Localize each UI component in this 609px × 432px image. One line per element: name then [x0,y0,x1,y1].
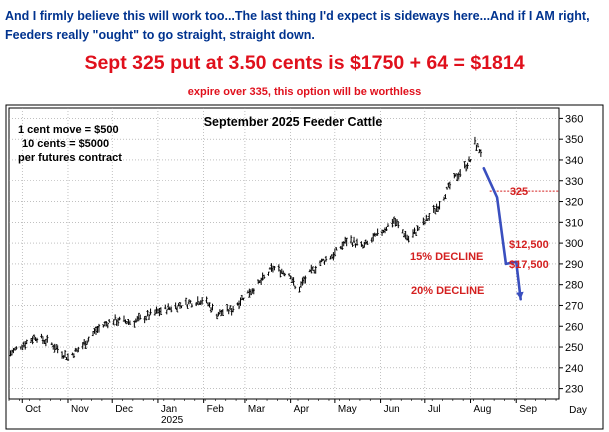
y-tick-label: 310 [565,217,583,229]
annotations [482,166,559,301]
x-tick-label: Feb [207,404,225,415]
y-tick-label: 340 [565,155,583,167]
chart-title: September 2025 Feeder Cattle [204,115,383,129]
y-tick-label: 280 [565,280,583,292]
x-tick-label: Jul [428,404,441,415]
projection-arrowhead [516,291,524,300]
axes: 230 240 250 260 270 280 290 300 310 320 330 340 350 3… [8,113,583,415]
decline-20-label: 20% DECLINE [411,285,484,297]
x-tick-label: Dec [115,404,133,415]
intro-text: And I firmly believe this will work too.… [5,9,590,42]
y-tick-label: 330 [565,176,583,188]
y-tick-label: 230 [565,384,583,396]
note-line-2: 10 cents = $5000 [22,138,109,150]
x-tick-label: Oct [25,404,41,415]
price-bars [9,136,483,362]
x-tick-label: Mar [248,404,266,415]
note-line-3: per futures contract [18,152,122,164]
x-tick-label: Jun [384,404,400,415]
y-tick-label: 240 [565,363,583,375]
option-headline: Sept 325 put at 3.50 cents is $1750 + 64… [84,52,525,74]
x-tick-label: Aug [474,404,492,415]
x-tick-label: Apr [294,404,310,415]
x-axis-label: Day [569,405,587,416]
x-tick-label: Nov [71,404,89,415]
y-tick-label: 360 [565,113,583,125]
commentary-header: And I firmly believe this will work too.… [0,0,609,104]
gain-15-label: $12,500 [509,239,549,251]
y-tick-label: 300 [565,238,583,250]
year-label: 2025 [161,415,184,426]
expiry-note: expire over 335, this option will be wor… [187,86,422,98]
y-tick-label: 350 [565,134,583,146]
grid-layer [9,108,559,399]
projection-path [482,166,522,301]
y-tick-label: 320 [565,197,583,209]
y-tick-label: 250 [565,342,583,354]
price-chart: 230 240 250 260 270 280 290 300 310 320 330 340 350 3… [5,104,604,430]
y-tick-label: 270 [565,300,583,312]
decline-15-label: 15% DECLINE [410,251,483,263]
plot-area [8,107,560,400]
y-tick-label: 290 [565,259,583,271]
x-tick-label: Jan [161,404,177,415]
strike-label: 325 [510,186,528,198]
chart-frame [5,104,604,430]
note-line-1: 1 cent move = $500 [18,124,119,136]
gain-20-label: $17,500 [509,259,549,271]
y-tick-label: 260 [565,321,583,333]
x-tick-label: May [338,404,357,415]
x-tick-label: Sep [519,404,537,415]
